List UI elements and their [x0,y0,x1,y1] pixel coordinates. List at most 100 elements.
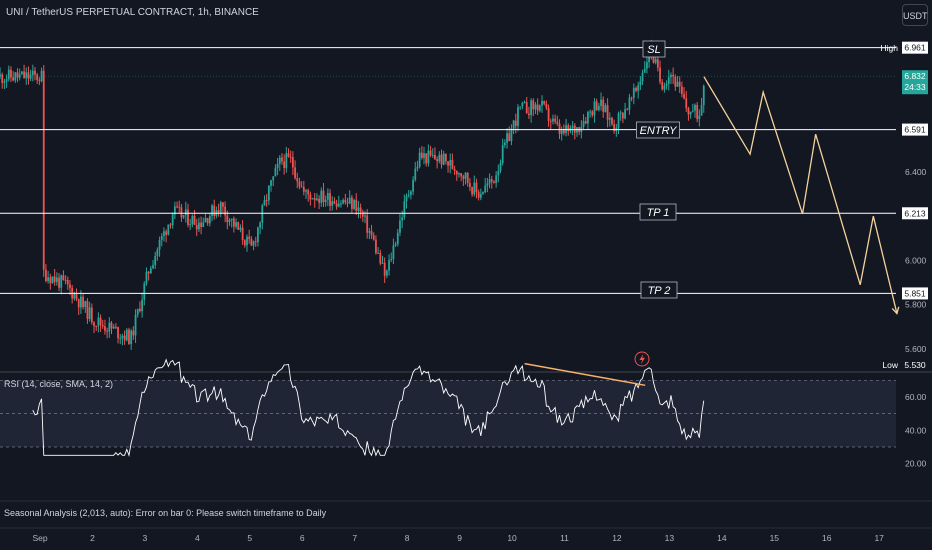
candle [477,189,480,201]
candle-body [600,99,602,106]
candle [628,93,631,115]
time-axis[interactable]: Sep 2 3 4 5 6 7 8 9 10 11 12 13 14 15 16 17 [32,533,884,543]
price-axis[interactable]: 5.600 5.800 6.000 6.400 [905,167,927,354]
candle-body [399,220,401,233]
candle [377,247,380,254]
rsi-divergence-line [524,362,646,387]
candle-body [451,159,454,169]
candle [501,138,504,166]
candle [163,227,165,242]
candle [99,314,102,332]
candle [198,217,200,233]
currency-button[interactable]: USDT [902,4,928,26]
candle [167,224,170,236]
candle-body [604,105,607,112]
candle [316,193,318,201]
candle-body [385,270,388,276]
candle-body [514,120,517,126]
candle [265,194,268,207]
candle [632,83,635,105]
candle-body [493,181,495,183]
candle-body [672,74,675,77]
seasonal-analysis-label[interactable]: Seasonal Analysis (2,013, auto): Error o… [4,508,327,518]
candle-body [453,168,456,171]
candle [219,200,222,218]
candle-body [420,152,423,158]
candle-body [630,97,633,99]
tp1-label: TP 1 [647,207,670,219]
candle-body [619,112,622,114]
candle-body [407,194,410,196]
candle [438,151,441,164]
candle [488,173,491,189]
candle [139,301,141,313]
candle-body [396,232,399,245]
candle-body [595,101,598,110]
candle [123,330,126,345]
candle [55,272,58,286]
candle [532,98,535,117]
candle [20,71,23,75]
candle-body [16,72,19,78]
candle [637,81,640,99]
candle [206,217,209,226]
candle-body [206,218,209,224]
candle-body [469,183,471,188]
candle-body [184,209,187,216]
candle-body [683,94,685,99]
candle-body [375,239,377,254]
candle [399,213,401,237]
candle [132,326,135,340]
candle-body [156,249,159,256]
candle-body [490,179,493,182]
candle-body [543,100,546,105]
candle [436,156,439,169]
candle-body [27,72,30,79]
candle [64,275,67,285]
candle [3,78,6,90]
candle-body [554,118,557,122]
candle [278,155,281,172]
candle [18,68,21,81]
candle-body [484,185,487,193]
candle [536,98,539,116]
candle [90,303,93,325]
candle-body [313,198,316,201]
price-pane[interactable]: SL ENTRY TP 1 TP 2 [0,0,900,372]
candle-body [606,105,609,120]
price-tags-layer: High6.9826.9616.83224:336.5916.2135.851L… [881,41,928,371]
candle-body [460,173,463,177]
candle [469,178,471,192]
price-tick-label: 5.800 [905,300,927,310]
candle [372,232,375,241]
rsi-indicator-title[interactable]: RSI (14, close, SMA, 14, 2) [4,379,114,389]
candle-body [368,231,371,233]
candle [434,147,436,160]
candle-body [252,241,255,246]
candle [340,200,342,208]
candle-body [219,202,222,213]
candle-body [29,75,32,79]
lightning-icon[interactable] [634,351,650,367]
candle-body [204,218,207,223]
candle-body [86,301,89,319]
candle [51,276,54,284]
candle-body [621,112,624,119]
candle-body [670,74,672,78]
candle [333,197,336,205]
candle [158,236,161,257]
candle [263,195,266,206]
candle [687,106,690,121]
candle [267,184,270,205]
candle-body [132,330,135,336]
candle-body [239,227,242,230]
candle-body [3,81,6,83]
candle [407,189,410,198]
candle-body [300,186,303,188]
time-tick-label: Sep [32,533,47,543]
candle [700,97,703,116]
candle-body [359,207,362,212]
candle [12,71,15,82]
